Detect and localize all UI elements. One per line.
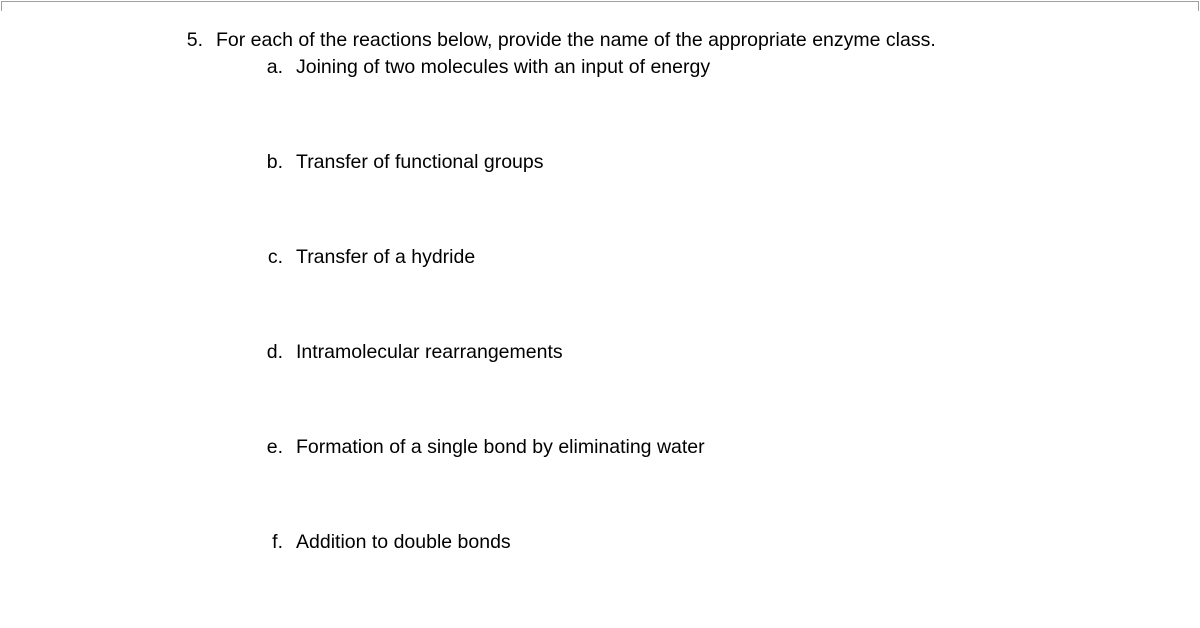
sub-letter: b. (261, 151, 283, 174)
sub-text: Joining of two molecules with an input o… (283, 56, 710, 79)
sub-letter: e. (261, 436, 283, 459)
sub-text: Addition to double bonds (283, 531, 511, 554)
sub-item-e: e. Formation of a single bond by elimina… (261, 436, 1080, 459)
question-text-wrapper: For each of the reactions below, provide… (203, 26, 1080, 554)
sub-item-b: b. Transfer of functional groups (261, 151, 1080, 174)
sub-text: Transfer of functional groups (283, 151, 544, 174)
document-content: 5. For each of the reactions below, prov… (0, 26, 1200, 554)
sub-item-d: d. Intramolecular rearrangements (261, 341, 1080, 364)
sub-item-a: a. Joining of two molecules with an inpu… (261, 56, 1080, 79)
sub-item-f: f. Addition to double bonds (261, 531, 1080, 554)
sub-item-c: c. Transfer of a hydride (261, 246, 1080, 269)
sub-text: Formation of a single bond by eliminatin… (283, 436, 705, 459)
sub-items-list: a. Joining of two molecules with an inpu… (216, 54, 1080, 554)
question-header: 5. For each of the reactions below, prov… (175, 26, 1080, 554)
sub-letter: f. (261, 531, 283, 554)
sub-letter: d. (261, 341, 283, 364)
sub-text: Intramolecular rearrangements (283, 341, 563, 364)
page-top-border (1, 1, 1199, 11)
sub-letter: c. (261, 246, 283, 269)
sub-text: Transfer of a hydride (283, 246, 475, 269)
question-number: 5. (175, 29, 203, 52)
sub-letter: a. (261, 56, 283, 79)
question-text: For each of the reactions below, provide… (216, 26, 1080, 54)
